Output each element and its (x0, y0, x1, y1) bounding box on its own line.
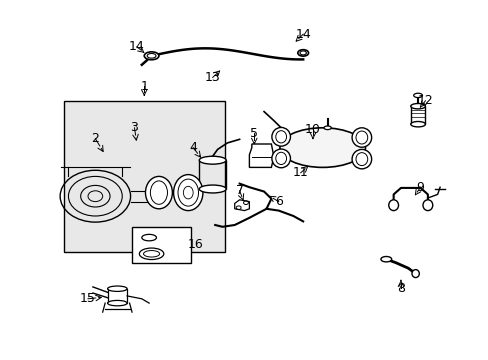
Text: 11: 11 (292, 166, 308, 179)
Text: 8: 8 (396, 282, 404, 294)
Ellipse shape (107, 300, 127, 306)
Bar (132, 227, 190, 263)
Ellipse shape (380, 256, 391, 262)
Ellipse shape (271, 149, 290, 168)
Ellipse shape (351, 128, 371, 147)
Ellipse shape (410, 122, 425, 127)
Text: 16: 16 (187, 238, 203, 251)
Ellipse shape (388, 200, 398, 211)
Ellipse shape (351, 149, 371, 169)
Text: 6: 6 (274, 195, 282, 208)
Ellipse shape (279, 128, 365, 167)
Text: 5: 5 (250, 127, 258, 140)
Text: 1: 1 (140, 80, 148, 93)
Ellipse shape (173, 175, 203, 211)
Text: 13: 13 (204, 71, 220, 84)
Text: 12: 12 (417, 94, 432, 107)
Text: 3: 3 (130, 121, 138, 134)
Bar (63, 101, 224, 252)
Text: 4: 4 (189, 141, 197, 154)
Text: 14: 14 (295, 28, 310, 41)
Text: 10: 10 (305, 123, 320, 136)
Ellipse shape (107, 286, 127, 292)
Ellipse shape (144, 52, 159, 60)
Ellipse shape (199, 156, 225, 164)
Bar (199, 160, 225, 189)
Text: 9: 9 (416, 181, 424, 194)
Ellipse shape (422, 200, 432, 211)
Text: 2: 2 (91, 132, 99, 145)
Bar (410, 106, 425, 124)
Bar (107, 289, 127, 303)
Text: 15: 15 (80, 292, 96, 305)
Text: 7: 7 (235, 184, 243, 197)
Ellipse shape (323, 126, 331, 130)
Ellipse shape (145, 176, 172, 209)
Ellipse shape (411, 270, 419, 278)
Text: 14: 14 (129, 40, 144, 53)
Ellipse shape (199, 185, 225, 193)
Ellipse shape (297, 50, 308, 56)
Ellipse shape (271, 127, 290, 146)
Ellipse shape (413, 93, 422, 98)
Ellipse shape (410, 104, 425, 109)
